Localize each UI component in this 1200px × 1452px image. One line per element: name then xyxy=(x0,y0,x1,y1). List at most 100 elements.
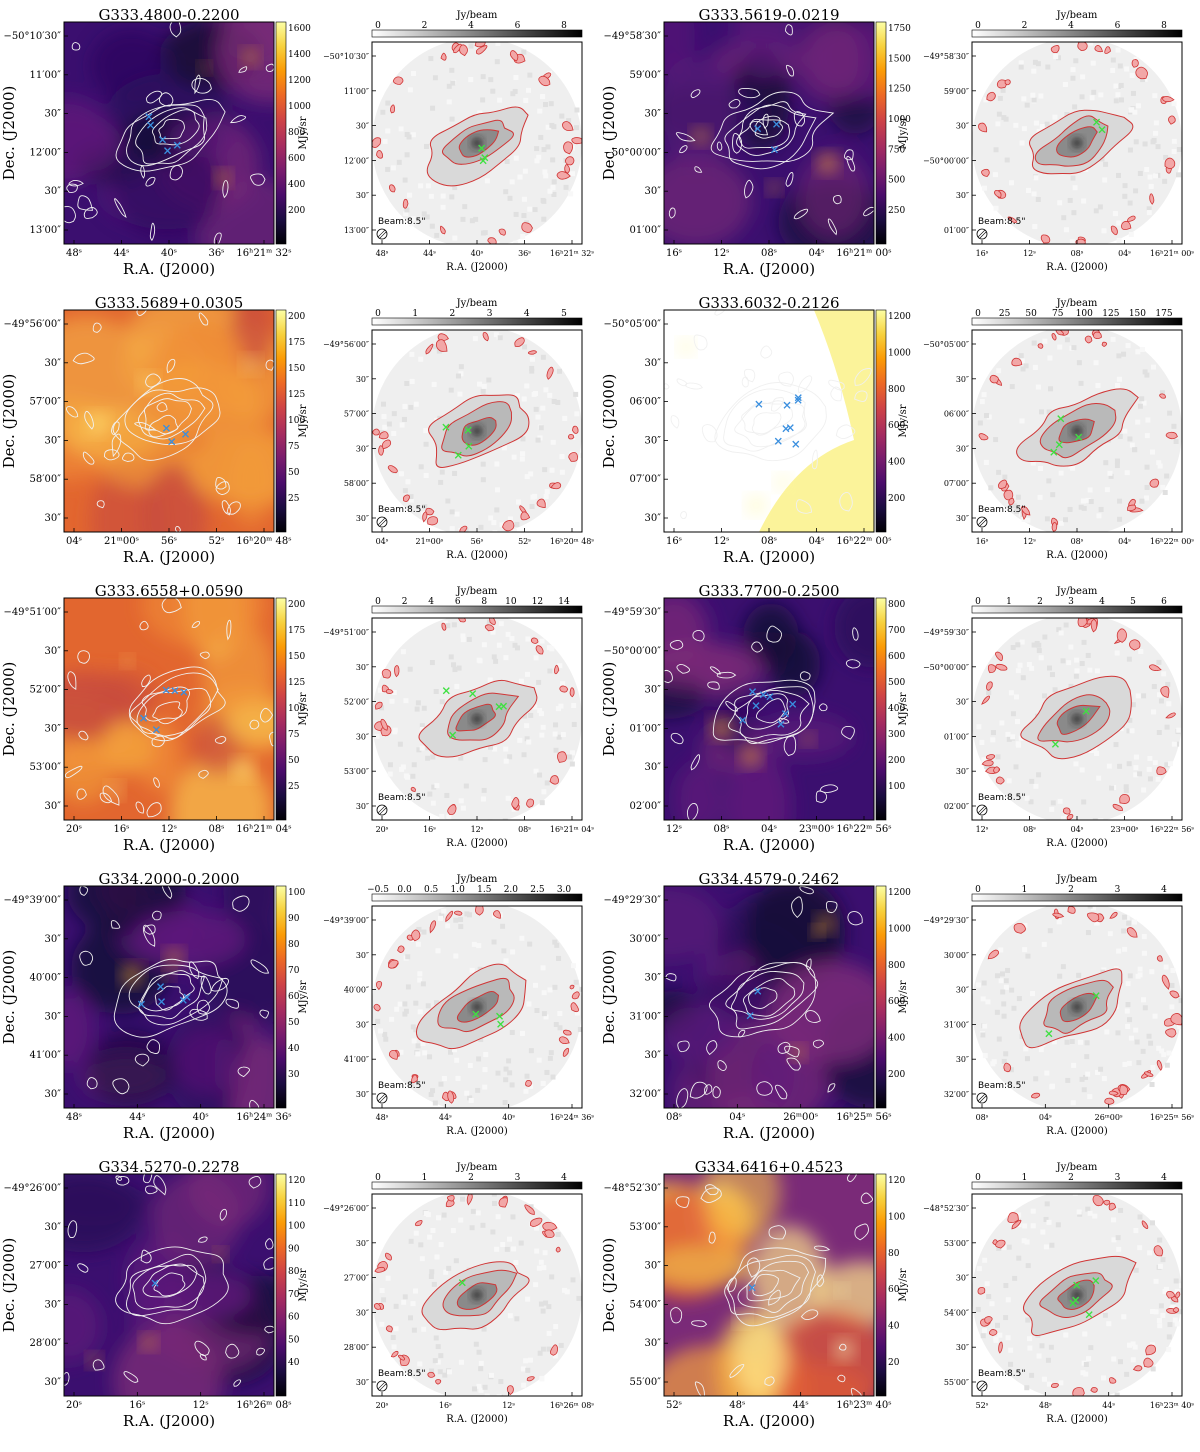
edge-noise-contour xyxy=(564,156,575,166)
x-axis-label: R.A. (J2000) xyxy=(1046,838,1108,849)
edge-noise-contour xyxy=(435,1379,442,1385)
colorbar-tick-label: 0 xyxy=(975,309,981,319)
dec-tick-label: 30″ xyxy=(956,375,969,384)
noise-contour xyxy=(827,218,837,236)
dec-tick-label: 30′00″ xyxy=(630,934,662,945)
edge-noise-contour xyxy=(527,350,537,355)
colorbar-tick-label: 75 xyxy=(288,730,300,740)
colorbar-tick-label: 3 xyxy=(515,1173,521,1183)
colorbar-tick-label: 1750 xyxy=(888,24,911,34)
edge-noise-contour xyxy=(555,1246,561,1253)
dec-tick-label: 54′00″ xyxy=(944,1308,969,1317)
dec-tick-label: 30″ xyxy=(45,646,62,657)
noise-contour xyxy=(854,368,872,386)
ra-tick-label: 16ʰ21ᵐ 32ˢ xyxy=(550,249,594,258)
blue-cross-marker: × xyxy=(157,995,167,1009)
edge-noise-contour xyxy=(390,104,396,114)
noise-contour xyxy=(140,165,146,179)
edge-noise-contour xyxy=(1007,1212,1019,1224)
contour-line xyxy=(135,107,208,165)
colorbar-tick-label: 0 xyxy=(975,1173,981,1183)
blue-cross-marker: × xyxy=(753,121,763,135)
ra-tick-label: 21ᵐ00ˢ xyxy=(416,537,444,546)
x-axis-label: R.A. (J2000) xyxy=(123,836,215,854)
noise-contour xyxy=(841,725,855,740)
noise-contour xyxy=(151,735,165,748)
ra-tick-label: 44ˢ xyxy=(439,1113,452,1122)
beam-label: Beam:8.5" xyxy=(978,505,1025,515)
beam-ellipse xyxy=(976,1380,988,1392)
axes-frame xyxy=(63,885,275,1109)
colorbar-tick-label: 80 xyxy=(888,1249,900,1259)
ra-tick-label: 12ˢ xyxy=(502,1401,515,1410)
colorbar-tick-label: 500 xyxy=(888,176,905,186)
ra-tick-label: 16ʰ24ᵐ 36ˢ xyxy=(550,1113,594,1122)
edge-noise-contour xyxy=(1101,341,1108,347)
noise-contour xyxy=(145,176,156,187)
colorbar-tick-label: 1 xyxy=(422,1173,428,1183)
y-axis-label: Dec. (J2000) xyxy=(0,374,18,469)
edge-noise-contour xyxy=(556,171,571,180)
dec-tick-label: 30″ xyxy=(356,1020,369,1029)
blue-cross-marker: × xyxy=(780,706,790,720)
edge-noise-contour xyxy=(526,1376,535,1382)
noise-contour xyxy=(818,703,828,712)
noise-contour xyxy=(783,735,797,757)
edge-noise-contour xyxy=(993,766,1000,774)
edge-noise-contour xyxy=(977,1286,986,1295)
colorbar-tick-label: 1 xyxy=(1006,597,1012,607)
colorbar-tick-label: 2 xyxy=(402,597,408,607)
noise-contour xyxy=(846,156,856,172)
x-axis-label: R.A. (J2000) xyxy=(723,1124,815,1142)
dec-tick-label: 06′00″ xyxy=(630,397,662,408)
edge-noise-contour xyxy=(1148,664,1162,672)
dec-tick-label: 31′00″ xyxy=(630,1011,662,1022)
colorbar-tick-label: 2 xyxy=(422,21,428,31)
dec-tick-label: 30″ xyxy=(45,109,62,120)
noise-contour xyxy=(716,141,723,152)
dec-tick-label: 31′00″ xyxy=(944,1020,969,1029)
panel-svg: ×××Beam:8.5"48ˢ 44ˢ 40ˢ 16ʰ24ᵐ 36ˢ−49°39′00… xyxy=(323,874,594,1137)
ra-tick-label: 16ˢ xyxy=(113,824,129,835)
colorbar-label: Jy/beam xyxy=(456,10,498,21)
contour-line xyxy=(148,414,179,438)
noise-contour xyxy=(146,1039,161,1054)
noise-contour xyxy=(690,754,701,771)
dec-tick-label: 07′00″ xyxy=(944,479,969,488)
noise-contour xyxy=(219,1208,228,1221)
panel-title: G334.6416+0.4523 xyxy=(695,1158,844,1176)
noise-contour xyxy=(161,598,182,614)
colorbar-tick-label: 50 xyxy=(288,1335,300,1345)
blue-cross-marker: × xyxy=(751,698,761,712)
ra-tick-label: 48ˢ xyxy=(66,248,82,259)
ra-tick-label: 16ˢ xyxy=(439,1401,452,1410)
edge-noise-contour xyxy=(1135,66,1148,80)
noise-contour xyxy=(237,1066,250,1078)
noise-contour xyxy=(248,1175,262,1189)
blue-cross-marker: × xyxy=(753,984,763,998)
panel-svg: ××× ××Beam:8.5"52ˢ 48ˢ 44ˢ 16ʰ23ᵐ 40ˢ−48°52′… xyxy=(923,1162,1194,1425)
edge-noise-contour xyxy=(502,520,515,532)
contour-line xyxy=(115,1246,229,1325)
ra-tick-label: 12ˢ xyxy=(161,824,177,835)
dec-tick-label: 53′00″ xyxy=(344,767,369,776)
edge-noise-contour xyxy=(994,189,1002,199)
dec-tick-label: 01′00″ xyxy=(944,226,969,235)
green-cross-marker: × xyxy=(477,141,487,155)
flux-panel: × × × × × Beam:8.5" 52ˢ 48ˢ 44ˢ 16ʰ23ᵐ 40ˢ −48°52′… xyxy=(900,1162,1200,1452)
colorbar-tick-label: 125 xyxy=(288,390,305,400)
colorbar-label: MJy/sr xyxy=(298,692,309,725)
ra-tick-label: 04ˢ xyxy=(1071,825,1084,834)
colorbar-tick-label: 60 xyxy=(888,1285,900,1295)
edge-noise-contour xyxy=(372,428,380,436)
colorbar-tick-label: 1.5 xyxy=(477,885,492,895)
colorbar-tick-label: 200 xyxy=(888,756,905,766)
noise-contour xyxy=(149,222,156,242)
dec-tick-label: 30″ xyxy=(956,1343,969,1352)
edge-noise-contour xyxy=(435,339,448,352)
mips-panel: × × × × × × × × G333.6032-0.2126 16ˢ 12ˢ 08ˢ 04ˢ 16ʰ2… xyxy=(600,294,911,588)
edge-noise-contour xyxy=(425,343,434,355)
colorbar-tick-label: 6 xyxy=(455,597,461,607)
noise-contour xyxy=(259,1009,269,1019)
panel-title: G334.5270-0.2278 xyxy=(98,1158,239,1176)
